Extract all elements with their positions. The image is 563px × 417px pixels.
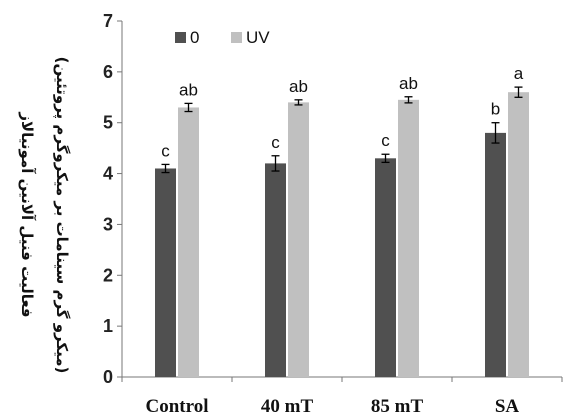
bar-uv-0 — [178, 107, 199, 377]
y-axis-label-line1: فعالیت فنیل آلانین آمونیالاز — [18, 111, 36, 317]
bars — [155, 86, 529, 377]
legend-label-uv: UV — [246, 28, 270, 47]
labels: c ab Control c ab 40 mT c ab 85 mT ba SA — [146, 64, 524, 417]
bar-uv-3 — [508, 92, 529, 377]
y-tick-label: 4 — [103, 164, 113, 184]
significance-letter: b — [491, 100, 500, 119]
y-tick-label: 0 — [103, 367, 113, 387]
bar-uv-1 — [288, 102, 309, 377]
x-category-label: SA — [495, 396, 520, 417]
legend-label-0: 0 — [190, 28, 199, 47]
y-tick-label: 6 — [103, 62, 113, 82]
significance-letter: c — [161, 141, 170, 160]
bar-control-0-0 — [155, 168, 176, 377]
legend-swatch-uv — [231, 32, 242, 43]
x-category-label: 85 mT — [371, 396, 424, 417]
legend-swatch-0 — [175, 32, 186, 43]
significance-letter: c — [381, 131, 390, 150]
bar-control-0-1 — [265, 163, 286, 377]
bar-control-0-3 — [485, 132, 506, 377]
significance-letter: a — [514, 64, 524, 83]
bar-uv-2 — [398, 99, 419, 377]
x-category-label: 40 mT — [261, 396, 314, 417]
significance-letter: ab — [289, 77, 308, 96]
y-tick-label: 2 — [103, 265, 113, 285]
x-category-label: Control — [146, 396, 209, 417]
significance-letter: ab — [399, 74, 418, 93]
legend: 0 UV — [175, 28, 270, 47]
y-axis-label: فعالیت فنیل آلانین آمونیالاز (میکرو گرم … — [18, 57, 71, 374]
significance-letter: c — [271, 133, 280, 152]
y-tick-label: 5 — [103, 113, 113, 133]
y-tick-label: 1 — [103, 316, 113, 336]
significance-letter: ab — [179, 80, 198, 99]
bar-control-0-2 — [375, 158, 396, 377]
y-tick-label: 3 — [103, 214, 113, 234]
y-axis-label-line2: (میکرو گرم سینامات بر میکروگرم پروتئین) — [52, 57, 71, 374]
y-tick-label: 7 — [103, 11, 113, 31]
